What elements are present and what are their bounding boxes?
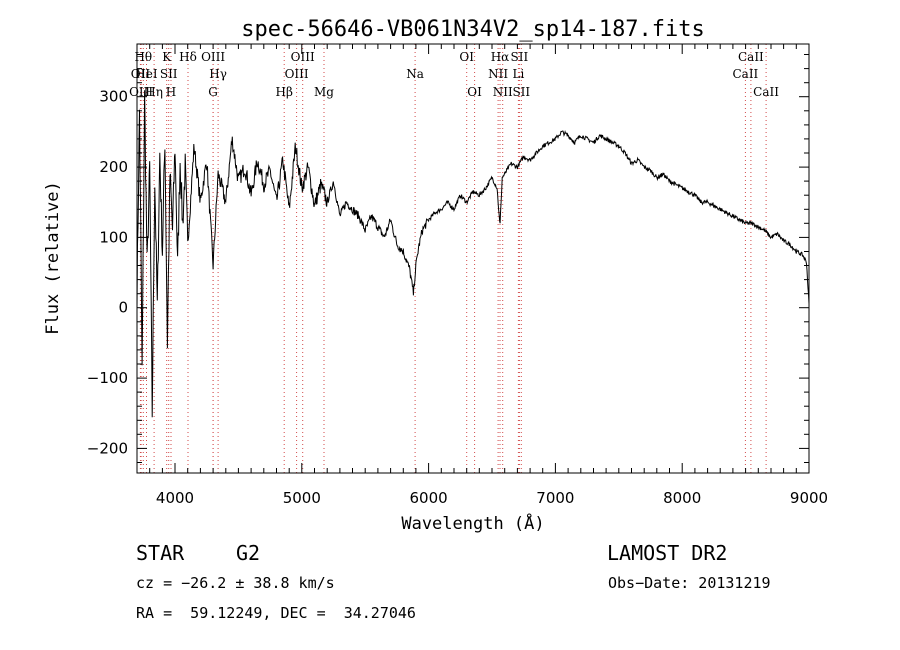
line-label-8: Hδ xyxy=(179,50,197,64)
line-label-2: Hθ xyxy=(134,50,152,64)
line-label-15: Mg xyxy=(314,85,334,99)
line-label-27: CaII xyxy=(753,85,779,99)
line-label-24: SII xyxy=(512,85,530,99)
y-tick-label: −100 xyxy=(87,369,128,387)
y-tick-label: 300 xyxy=(99,88,128,106)
y-axis-label: Flux (relative) xyxy=(43,181,63,335)
line-label-22: SII xyxy=(511,50,529,64)
x-tick-label: 5000 xyxy=(283,489,321,507)
line-label-1: OIII xyxy=(129,85,153,99)
y-tick-label: −200 xyxy=(87,439,128,457)
line-label-16: Na xyxy=(406,67,424,81)
line-label-26: CaII xyxy=(738,50,764,64)
object-class: STAR xyxy=(136,541,185,565)
line-label-6: SII xyxy=(160,67,178,81)
emission-line-markers xyxy=(139,44,767,473)
x-axis-label: Wavelength (Å) xyxy=(401,512,544,534)
line-label-20: NII xyxy=(488,67,508,81)
line-label-19: Hα xyxy=(491,50,510,64)
line-label-17: OI xyxy=(459,50,474,64)
line-label-5: K xyxy=(162,50,172,64)
x-tick-label: 4000 xyxy=(156,489,194,507)
y-tick-label: 100 xyxy=(99,228,128,246)
emission-line-labels: OII OIII Hθ HeI Hη K SII H Hδ OIII Hγ G Hβ OIII OIII Mg… xyxy=(129,50,779,99)
line-label-18: OI xyxy=(467,85,482,99)
line-label-0: OII xyxy=(131,67,151,81)
spectrum-flux-line xyxy=(136,90,810,418)
line-label-12: Hβ xyxy=(275,85,292,99)
redshift-velocity: cz = −26.2 ± 38.8 km/s xyxy=(136,574,335,592)
x-tick-label: 8000 xyxy=(663,489,701,507)
line-label-7: H xyxy=(166,85,176,99)
x-axis-ticks: 4000 5000 6000 7000 8000 9000 xyxy=(136,44,828,507)
coordinates: RA = 59.12249, DEC = 34.27046 xyxy=(136,604,416,622)
x-tick-label: 6000 xyxy=(410,489,448,507)
line-label-21: NII xyxy=(493,85,513,99)
line-label-13: OIII xyxy=(285,67,309,81)
x-tick-label: 9000 xyxy=(790,489,828,507)
line-label-23: Li xyxy=(512,67,524,81)
y-tick-label: 200 xyxy=(99,158,128,176)
survey-name: LAMOST DR2 xyxy=(607,541,728,565)
y-axis-ticks: −200 −100 0 100 200 300 xyxy=(87,54,809,463)
chart-title: spec-56646-VB061N34V2_sp14-187.fits xyxy=(241,17,705,42)
observation-date: Obs−Date: 20131219 xyxy=(608,574,771,592)
line-label-3: HeI xyxy=(135,67,158,81)
line-label-4: Hη xyxy=(145,85,163,99)
line-label-14: OIII xyxy=(291,50,315,64)
x-tick-label: 7000 xyxy=(536,489,574,507)
plot-frame xyxy=(136,43,810,474)
object-subclass: G2 xyxy=(236,541,261,565)
line-label-11: G xyxy=(208,85,218,99)
y-tick-label: 0 xyxy=(118,299,128,317)
line-label-10: Hγ xyxy=(209,67,227,81)
line-label-25: CaII xyxy=(732,67,758,81)
line-label-9: OIII xyxy=(201,50,225,64)
